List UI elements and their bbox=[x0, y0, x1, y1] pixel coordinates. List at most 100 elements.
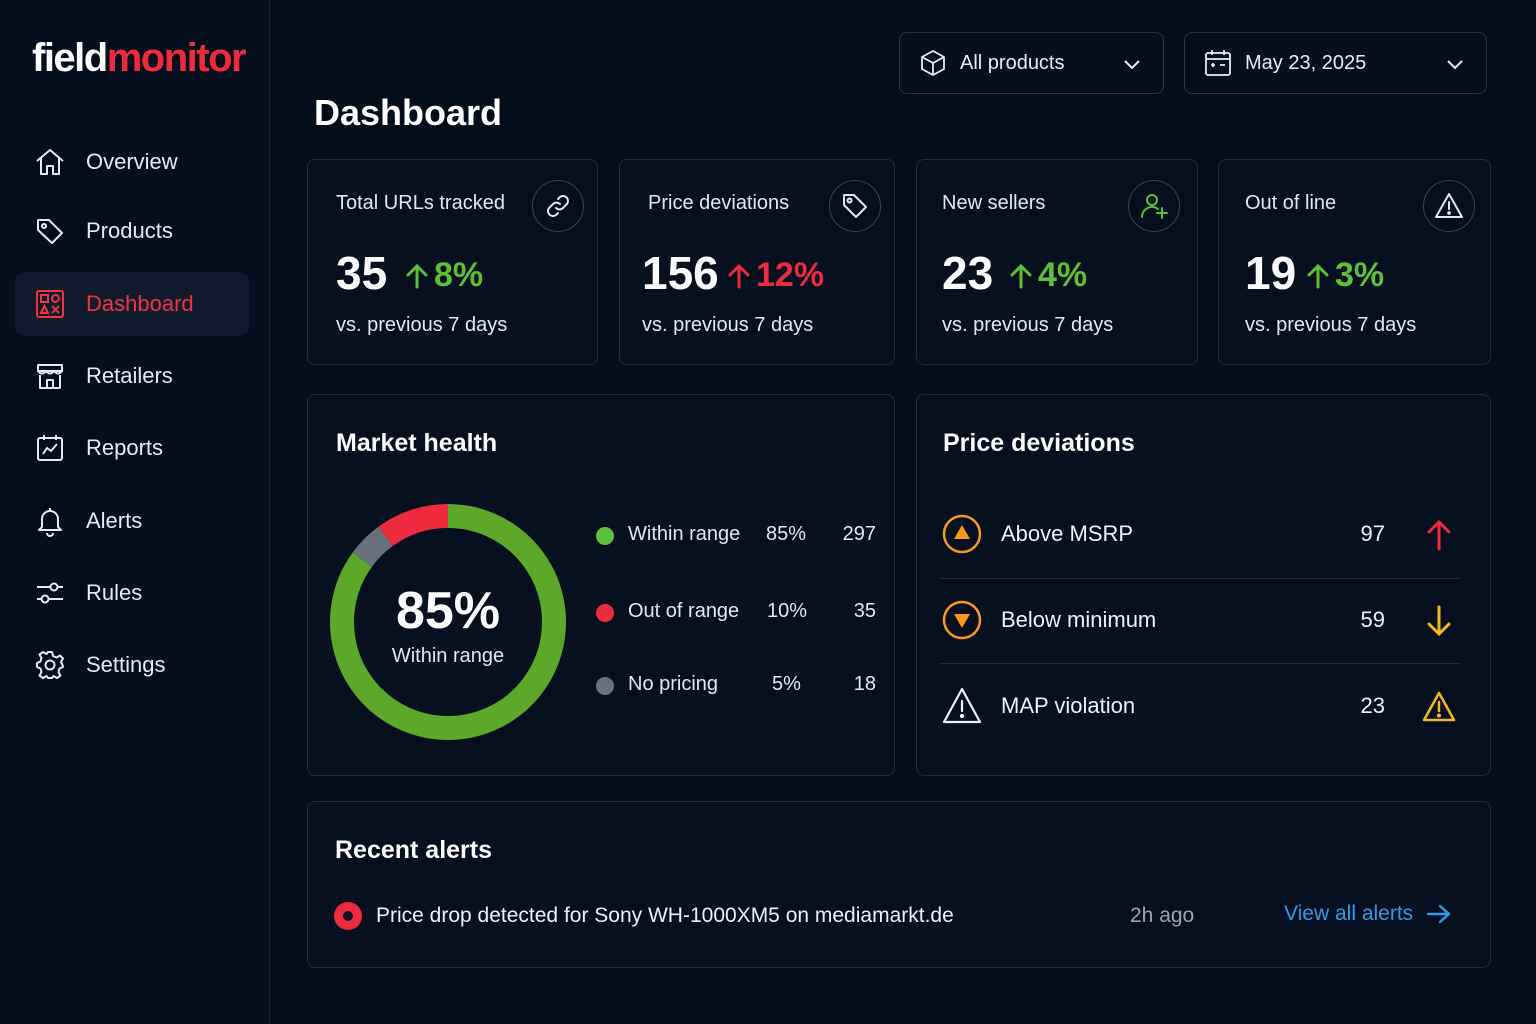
legend-row-no-pricing: No pricing 5% 18 bbox=[596, 671, 876, 701]
legend-name: Out of range bbox=[628, 600, 740, 622]
sidebar: fieldmonitor Overview Products Dashboard… bbox=[0, 0, 270, 1024]
kpi-label: New sellers bbox=[942, 192, 1046, 214]
kpi-card-out-of-line[interactable]: Out of line 19 3% vs. previous 7 days bbox=[1218, 159, 1491, 365]
sidebar-item-reports[interactable]: Reports bbox=[15, 416, 249, 480]
deviation-row-above-msrp[interactable]: Above MSRP 97 bbox=[941, 493, 1459, 577]
sidebar-item-label: Dashboard bbox=[86, 291, 194, 316]
recent-alerts-card: Recent alerts Price drop detected for So… bbox=[307, 801, 1491, 968]
legend-count: 18 bbox=[853, 673, 876, 695]
sidebar-item-alerts[interactable]: Alerts bbox=[15, 489, 249, 553]
sidebar-item-settings[interactable]: Settings bbox=[15, 633, 249, 697]
kpi-card-total-urls[interactable]: Total URLs tracked 35 8% vs. previous 7 … bbox=[307, 159, 598, 365]
arrow-up-icon bbox=[1010, 263, 1032, 288]
sidebar-item-dashboard[interactable]: Dashboard bbox=[15, 272, 249, 336]
triangle-up-circle-icon bbox=[942, 514, 982, 554]
legend-name: No pricing bbox=[628, 673, 719, 695]
sidebar-item-label: Alerts bbox=[86, 508, 143, 533]
price-deviations-title: Price deviations bbox=[943, 429, 1135, 457]
legend-row-out-of-range: Out of range 10% 35 bbox=[596, 598, 876, 628]
recent-alerts-title: Recent alerts bbox=[335, 836, 493, 864]
market-health-donut-chart bbox=[330, 504, 566, 740]
kpi-change-value: 12% bbox=[756, 256, 825, 294]
deviation-name: MAP violation bbox=[1001, 693, 1136, 718]
legend-dot bbox=[596, 604, 614, 622]
chevron-down-icon bbox=[1447, 60, 1463, 70]
legend-dot bbox=[596, 677, 614, 695]
sidebar-item-label: Settings bbox=[86, 652, 166, 677]
legend-pct: 85% bbox=[766, 523, 807, 545]
sidebar-item-label: Rules bbox=[86, 580, 143, 605]
legend-row-within-range: Within range 85% 297 bbox=[596, 521, 876, 551]
arrow-down-icon bbox=[1427, 605, 1451, 637]
sidebar-item-label: Reports bbox=[86, 435, 164, 460]
warning-icon bbox=[942, 687, 982, 724]
brand-logo[interactable]: fieldmonitor bbox=[32, 36, 247, 81]
kpi-change-value: 8% bbox=[434, 256, 484, 294]
price-tag-icon bbox=[829, 180, 881, 232]
legend-pct: 10% bbox=[767, 600, 808, 622]
deviation-count: 23 bbox=[1360, 693, 1385, 718]
arrow-up-icon bbox=[1427, 519, 1451, 551]
divider bbox=[941, 578, 1459, 579]
kpi-card-price-deviations[interactable]: Price deviations 156 12% vs. previous 7 … bbox=[619, 159, 895, 365]
sidebar-item-rules[interactable]: Rules bbox=[15, 561, 249, 625]
alert-status-dot bbox=[334, 902, 362, 930]
tag-icon bbox=[32, 213, 68, 249]
arrow-right-icon bbox=[1426, 904, 1451, 924]
kpi-subtext: vs. previous 7 days bbox=[642, 314, 814, 336]
kpi-label: Price deviations bbox=[648, 192, 790, 214]
deviation-row-below-minimum[interactable]: Below minimum 59 bbox=[941, 579, 1459, 663]
date-filter-value: May 23, 2025 bbox=[1245, 51, 1367, 74]
divider bbox=[941, 663, 1459, 664]
kpi-change-value: 3% bbox=[1335, 256, 1385, 294]
kpi-change-value: 4% bbox=[1038, 256, 1088, 294]
product-filter-value: All products bbox=[960, 51, 1065, 74]
gear-icon bbox=[32, 647, 68, 683]
arrow-up-icon bbox=[728, 263, 750, 288]
kpi-value: 156 bbox=[642, 247, 719, 299]
alert-message[interactable]: Price drop detected for Sony WH-1000XM5 … bbox=[376, 904, 954, 927]
view-all-alerts-link[interactable]: View all alerts bbox=[1284, 902, 1453, 926]
alert-timestamp: 2h ago bbox=[1130, 904, 1195, 927]
box-icon bbox=[921, 50, 945, 76]
kpi-value: 35 bbox=[336, 247, 388, 299]
legend-pct: 5% bbox=[772, 673, 801, 695]
kpi-change: 3% bbox=[1305, 256, 1384, 295]
deviation-name: Below minimum bbox=[1001, 607, 1157, 632]
sidebar-item-products[interactable]: Products bbox=[15, 199, 249, 263]
kpi-change: 8% bbox=[404, 256, 483, 295]
kpi-value: 19 bbox=[1245, 247, 1297, 299]
sidebar-item-retailers[interactable]: Retailers bbox=[15, 344, 249, 408]
legend-count: 297 bbox=[842, 523, 876, 545]
donut-center-value: 85% bbox=[395, 582, 501, 640]
kpi-card-new-sellers[interactable]: New sellers 23 4% vs. previous 7 days bbox=[916, 159, 1198, 365]
sidebar-item-label: Retailers bbox=[86, 363, 173, 388]
kpi-subtext: vs. previous 7 days bbox=[1245, 314, 1417, 336]
market-health-title: Market health bbox=[336, 429, 498, 457]
date-filter-dropdown[interactable]: May 23, 2025 bbox=[1184, 32, 1487, 94]
sidebar-item-label: Products bbox=[86, 218, 173, 243]
legend-name: Within range bbox=[628, 523, 741, 545]
sidebar-item-label: Overview bbox=[86, 149, 178, 174]
product-filter-dropdown[interactable]: All products bbox=[899, 32, 1164, 94]
kpi-change: 4% bbox=[1008, 256, 1087, 295]
price-deviations-card: Price deviations Above MSRP 97 Below min… bbox=[916, 394, 1491, 776]
kpi-label: Out of line bbox=[1245, 192, 1337, 214]
legend-dot bbox=[596, 527, 614, 545]
donut-segment-out-of-range bbox=[378, 504, 449, 547]
legend-count: 35 bbox=[853, 600, 876, 622]
store-icon bbox=[32, 358, 68, 394]
donut-center-label: Within range bbox=[391, 645, 505, 667]
triangle-down-circle-icon bbox=[942, 600, 982, 640]
brand-logo-part1: field bbox=[32, 36, 108, 80]
deviation-row-map-violation[interactable]: MAP violation 23 bbox=[941, 665, 1459, 749]
donut-segment-within-range bbox=[330, 504, 566, 740]
warning-icon bbox=[1422, 691, 1456, 722]
bell-icon bbox=[32, 503, 68, 539]
sidebar-item-overview[interactable]: Overview bbox=[15, 130, 249, 194]
donut-segment-no-pricing bbox=[352, 526, 394, 568]
kpi-label: Total URLs tracked bbox=[336, 192, 505, 214]
deviation-count: 59 bbox=[1360, 607, 1385, 632]
arrow-up-icon bbox=[406, 263, 428, 288]
kpi-change: 12% bbox=[726, 256, 824, 295]
